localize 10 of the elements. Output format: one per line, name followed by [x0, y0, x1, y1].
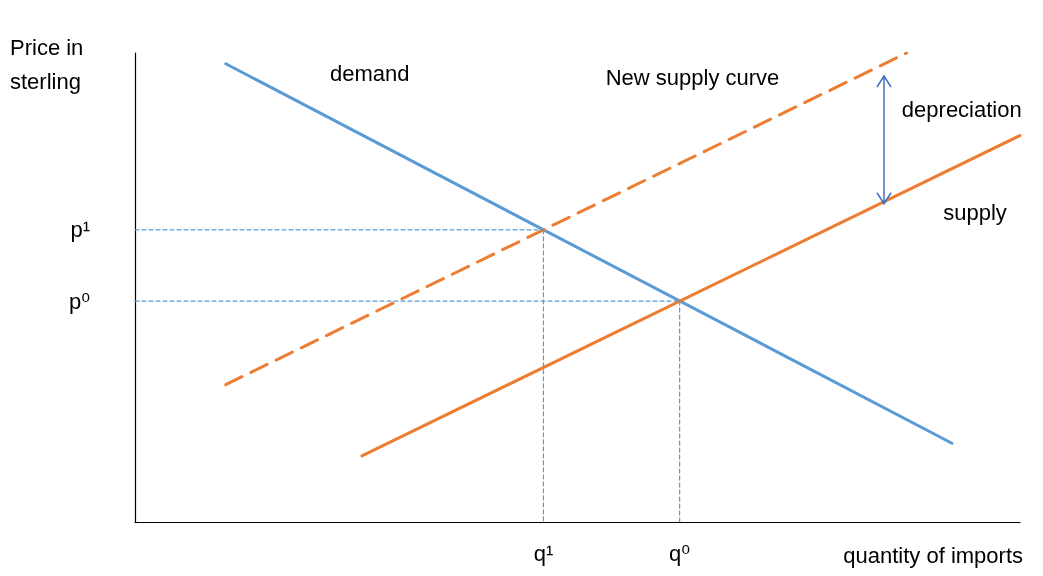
x-axis-title: quantity of imports	[843, 542, 1023, 568]
series-label: supply	[943, 200, 1007, 226]
x-tick-label: q¹	[533, 540, 554, 566]
y-axis-title: Price in sterling	[10, 34, 90, 94]
series-label: demand	[330, 61, 410, 87]
annotation: depreciation	[901, 97, 1022, 123]
x-tick-label: q⁰	[669, 540, 691, 566]
series-label: New supply curve	[605, 64, 780, 90]
text: p¹	[70, 217, 90, 243]
text: p⁰	[68, 288, 91, 314]
